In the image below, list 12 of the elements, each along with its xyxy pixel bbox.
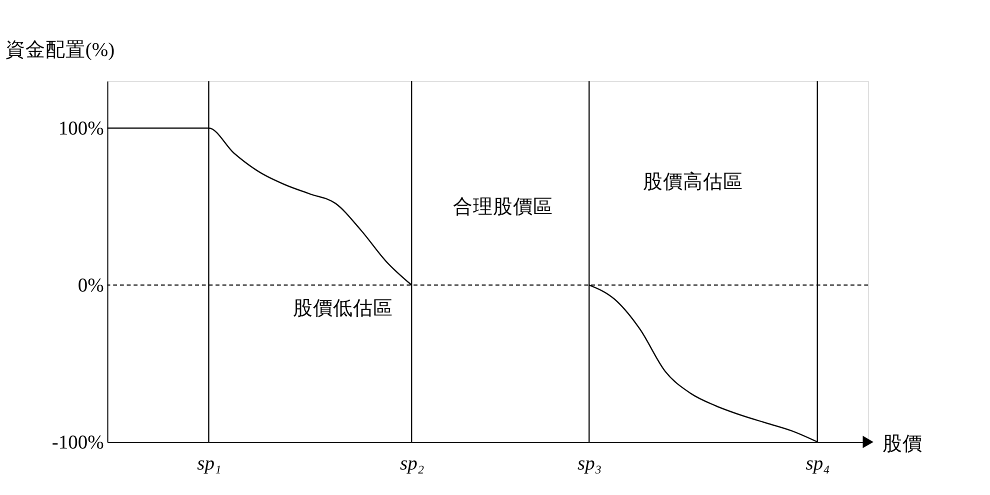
y-tick-label: -100% <box>52 432 104 454</box>
annotation: 股價高估區 <box>643 170 744 193</box>
annotation: 合理股價區 <box>452 196 553 218</box>
x-tick-label: sp₁ <box>197 454 222 475</box>
x-tick-label: sp₂ <box>400 454 424 475</box>
x-axis-title: 股價 <box>882 434 923 456</box>
annotation: 股價低估區 <box>293 298 394 320</box>
y-axis-title: 資金配置(%) <box>5 39 115 62</box>
y-tick-label: 0% <box>78 275 104 296</box>
x-tick-label: sp₃ <box>578 454 602 475</box>
y-tick-label: 100% <box>58 118 104 140</box>
x-tick-label: sp₄ <box>806 454 830 475</box>
